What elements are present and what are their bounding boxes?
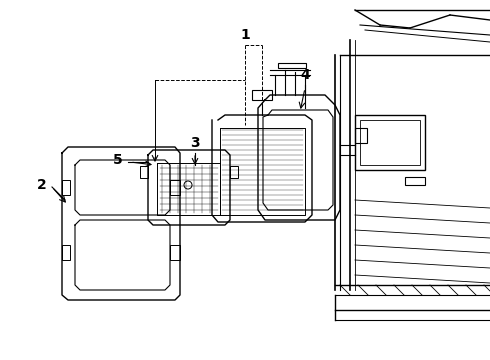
Text: 1: 1 <box>240 28 250 42</box>
Bar <box>252 90 272 100</box>
Bar <box>140 166 148 178</box>
Bar <box>355 128 367 143</box>
Bar <box>62 180 70 195</box>
Text: 3: 3 <box>190 136 200 150</box>
Bar <box>170 180 180 195</box>
Bar <box>405 177 425 185</box>
Bar <box>170 245 180 260</box>
Text: 2: 2 <box>37 178 47 192</box>
Bar <box>230 166 238 178</box>
Bar <box>278 63 306 68</box>
Bar <box>62 245 70 260</box>
Text: 5: 5 <box>113 153 123 167</box>
Bar <box>355 115 425 170</box>
Bar <box>360 120 420 165</box>
Text: 4: 4 <box>300 68 310 82</box>
